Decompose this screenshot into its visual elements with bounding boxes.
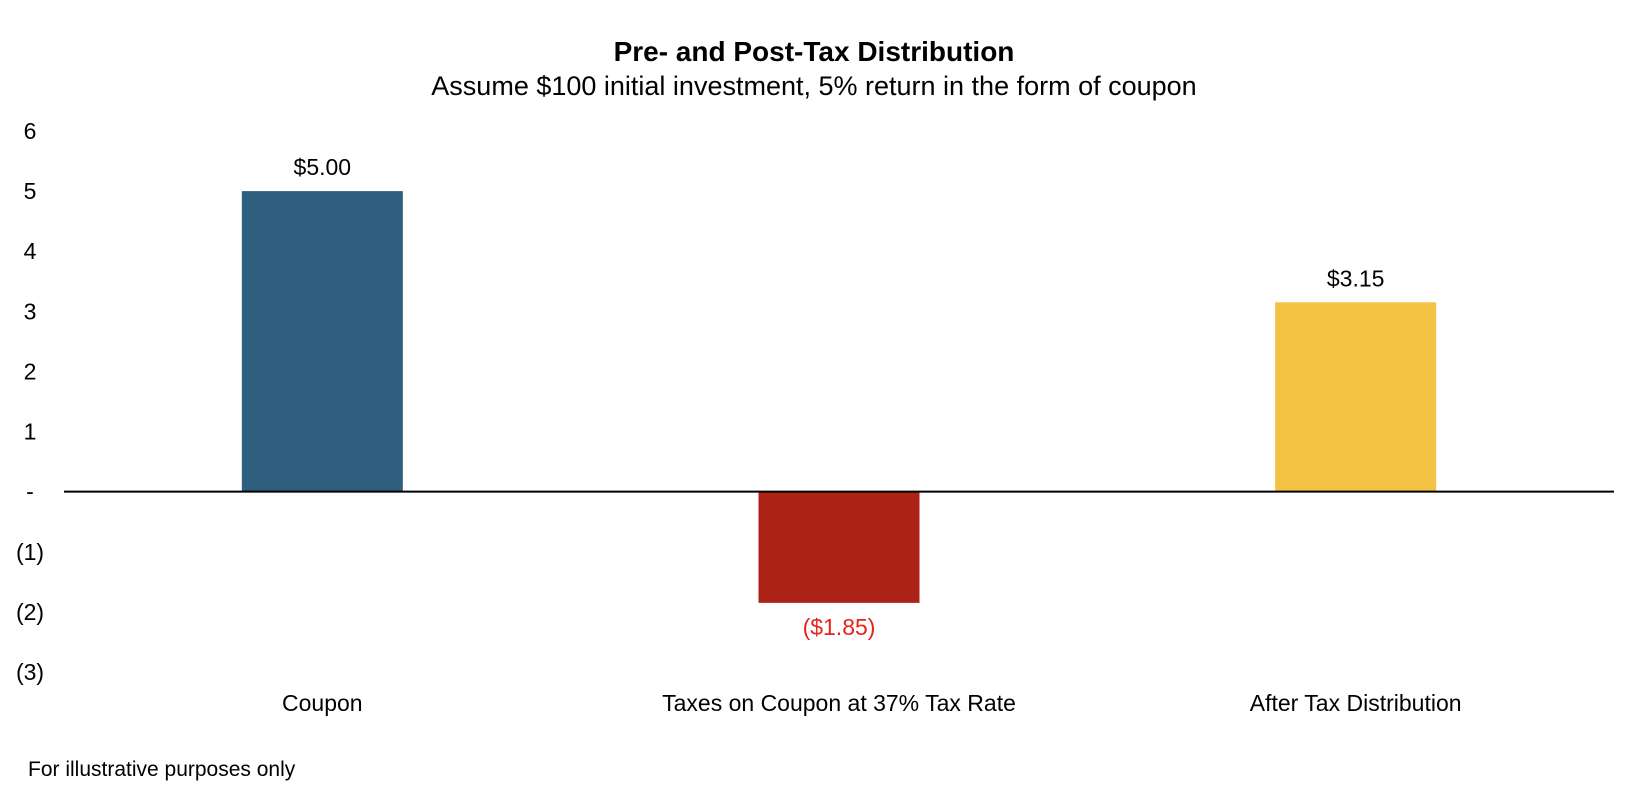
data-label: $5.00	[294, 154, 352, 180]
y-tick-label: -	[26, 479, 34, 505]
footnote: For illustrative purposes only	[28, 758, 296, 781]
y-tick-label: 2	[24, 358, 37, 384]
bar	[1275, 302, 1437, 492]
bar	[758, 491, 920, 603]
y-tick-label: (3)	[16, 659, 44, 685]
bars-group	[241, 191, 1437, 603]
y-tick-label: 5	[24, 178, 37, 204]
x-category-label: After Tax Distribution	[1250, 690, 1462, 716]
y-tick-label: (2)	[16, 599, 44, 625]
data-label: ($1.85)	[803, 614, 876, 640]
y-tick-label: 4	[24, 238, 37, 264]
chart-title: Pre- and Post-Tax Distribution	[614, 36, 1015, 67]
y-tick-label: 3	[24, 298, 37, 324]
y-axis: 6 5 4 3 2 1 - (1) (2) (3)	[16, 118, 44, 685]
y-tick-label: (1)	[16, 539, 44, 565]
data-labels-group: $5.00 ($1.85) $3.15	[294, 154, 1385, 640]
y-tick-label: 6	[24, 118, 37, 144]
x-category-label: Coupon	[282, 690, 363, 716]
y-tick-label: 1	[24, 419, 37, 445]
x-axis: Coupon Taxes on Coupon at 37% Tax Rate Aft…	[282, 690, 1462, 716]
data-label: $3.15	[1327, 265, 1385, 291]
bar	[241, 191, 403, 492]
x-category-label: Taxes on Coupon at 37% Tax Rate	[662, 690, 1016, 716]
chart-subtitle: Assume $100 initial investment, 5% retur…	[431, 71, 1196, 101]
